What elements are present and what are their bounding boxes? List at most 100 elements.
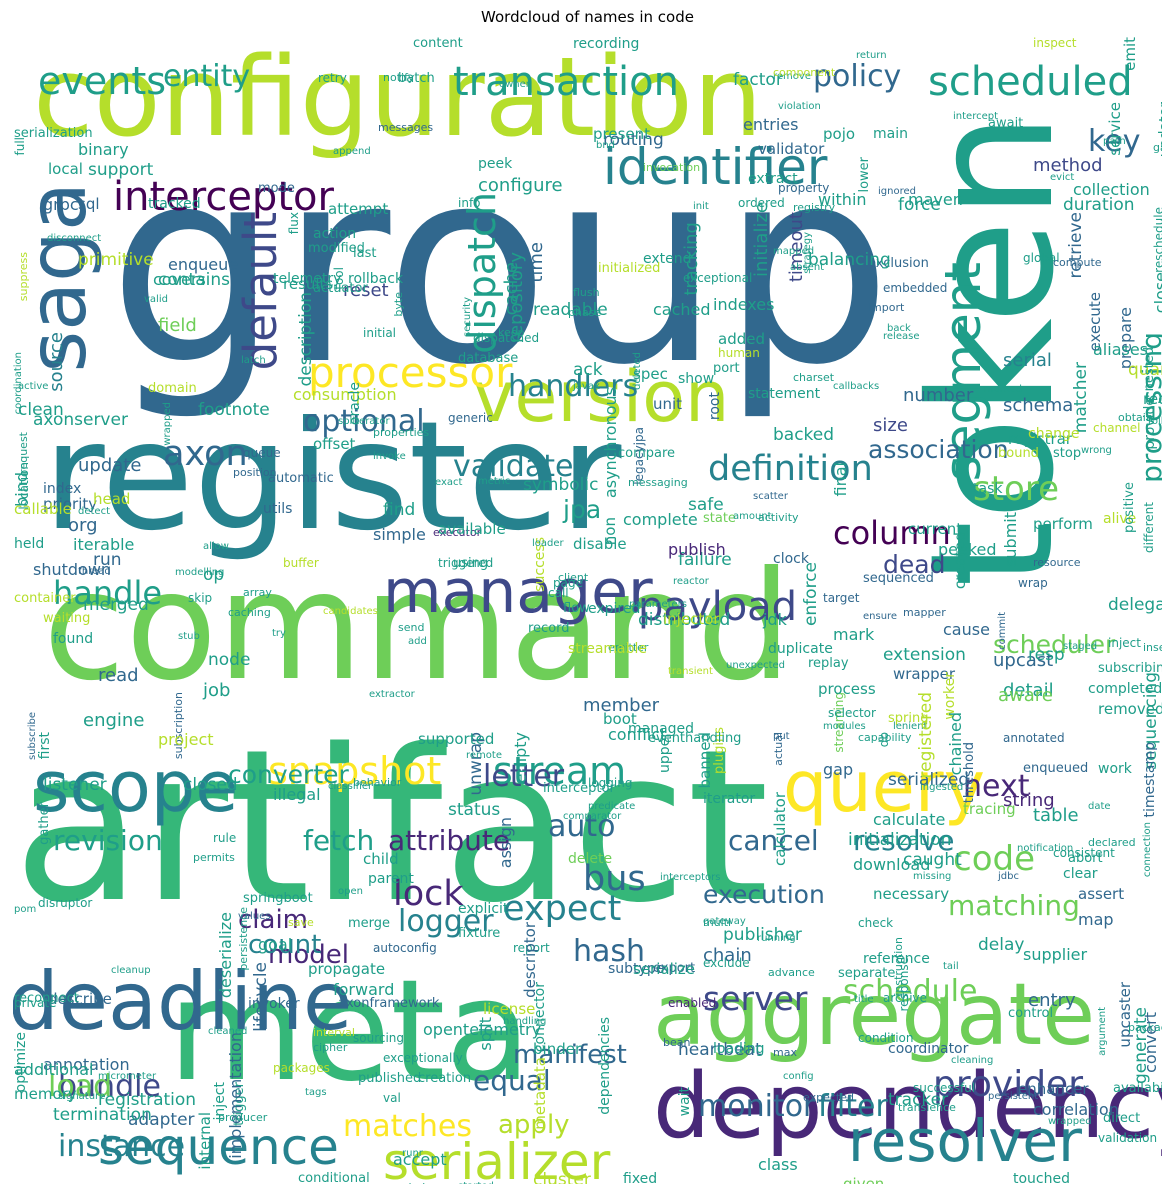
word-put: put (773, 731, 790, 742)
word-clear: clear (1063, 866, 1098, 882)
word-database: database (458, 351, 519, 366)
word-perform: perform (1033, 515, 1093, 533)
word-skip: skip (188, 591, 213, 605)
word-exceptionally: exceptionally (383, 1051, 463, 1065)
word-retrieve: retrieve (1066, 212, 1086, 279)
word-subscribing: subscribing (1098, 661, 1162, 676)
word-advance: advance (768, 966, 815, 979)
word-cached: cached (653, 300, 711, 319)
word-map: map (1078, 910, 1114, 929)
word-connector: connector (532, 982, 548, 1053)
word-argument: argument (1097, 1007, 1108, 1056)
word-grpc: grpc (43, 195, 79, 214)
word-results: results (283, 275, 334, 293)
word-change: change (1028, 426, 1080, 442)
word-serialize: serialize (633, 960, 696, 978)
word-domain: domain (148, 381, 197, 396)
word-thread: thread (78, 566, 111, 577)
word-string: string (1003, 790, 1055, 811)
word-waiting: waiting (43, 611, 91, 626)
word-job: job (203, 680, 231, 701)
word-remote: remote (466, 750, 502, 761)
word-complete: complete (623, 510, 698, 529)
word-configuration: configuration (33, 33, 763, 161)
word-automatic: automatic (268, 471, 334, 486)
word-empty: empty (511, 732, 530, 784)
word-subscription: subscription (172, 692, 185, 760)
word-properties: properties (373, 426, 430, 439)
word-size: size (873, 415, 908, 436)
word-additional: additional (14, 1060, 94, 1079)
word-matches: matches (343, 1109, 472, 1144)
word-transient: transient (668, 666, 713, 677)
word-reactor: reactor (673, 576, 709, 587)
word-iterable: iterable (73, 535, 135, 554)
word-show: show (678, 371, 715, 387)
word-direct: direct (1103, 1111, 1141, 1126)
word-intercept: intercept (953, 111, 998, 122)
word-mapper: mapper (903, 606, 946, 619)
word-handling: handling (503, 1016, 547, 1027)
word-fetch: fetch (303, 824, 375, 857)
word-license: license (483, 1000, 536, 1018)
word-gateway: gateway (703, 916, 746, 927)
word-configure: configure (478, 175, 563, 196)
word-supplier: supplier (1023, 945, 1088, 964)
word-supported: supported (418, 730, 495, 748)
word-wrapped: wrapped (1048, 1116, 1092, 1127)
word-target: target (823, 591, 860, 605)
word-expired: expired (588, 601, 641, 617)
word-conflict: conflict (608, 725, 667, 744)
word-parent: parent (368, 871, 414, 887)
word-method: method (1033, 155, 1103, 176)
word-unexpected: unexpected (726, 660, 785, 671)
word-human: human (718, 346, 760, 360)
word-factor: factor (733, 70, 783, 90)
word-flux: flux (287, 212, 301, 235)
word-server: server (703, 979, 808, 1018)
word-report: report (513, 941, 550, 955)
word-key: key (1088, 124, 1141, 159)
word-triggered: triggered (438, 556, 494, 570)
word-nested: nested (1142, 347, 1157, 392)
word-property: property (778, 181, 830, 195)
word-gate: gate (1153, 141, 1162, 154)
word-keep: keep (498, 326, 525, 339)
word-add: add (408, 636, 427, 647)
word-illegal: illegal (273, 785, 321, 804)
word-final: final (831, 462, 850, 497)
word-javax: javax (573, 381, 600, 392)
word-class: class (758, 1155, 798, 1174)
word-commit: commit (997, 612, 1008, 650)
word-monitor: monitor (698, 1089, 816, 1124)
word-activity: activity (758, 511, 799, 524)
word-source: source (46, 332, 67, 392)
word-action: action (313, 226, 357, 242)
word-tool: tool (332, 267, 346, 290)
word-peeked: peeked (938, 540, 997, 559)
word-scheduler: scheduler (993, 630, 1116, 659)
word-correlation: correlation (1033, 1100, 1119, 1119)
word-safe: safe (688, 495, 724, 515)
word-delegate: delegate (1108, 595, 1162, 615)
word-import: import (868, 301, 905, 314)
word-loader: loader (532, 538, 564, 549)
word-eventhandling: eventhandling (648, 731, 742, 746)
word-queue: queue (243, 446, 281, 460)
word-managed: managed (628, 721, 695, 737)
word-ingested: ingested (920, 782, 964, 793)
word-fixture: fixture (458, 926, 501, 941)
word-wrap: wrap (1018, 576, 1048, 590)
word-caught: caught (903, 850, 962, 870)
word-local: local (48, 160, 83, 178)
word-enforce: enforce (801, 562, 821, 627)
word-producer: producer (218, 1111, 268, 1124)
word-flush: flush (573, 286, 600, 299)
word-callable: callable (14, 500, 72, 518)
word-actuator: actuator (313, 281, 368, 296)
word-stop: stop (1053, 446, 1082, 461)
word-retry: retry (318, 71, 347, 85)
word-definition: definition (708, 449, 873, 489)
word-modelling: modelling (175, 567, 225, 578)
word-schedule: schedule (843, 974, 978, 1009)
